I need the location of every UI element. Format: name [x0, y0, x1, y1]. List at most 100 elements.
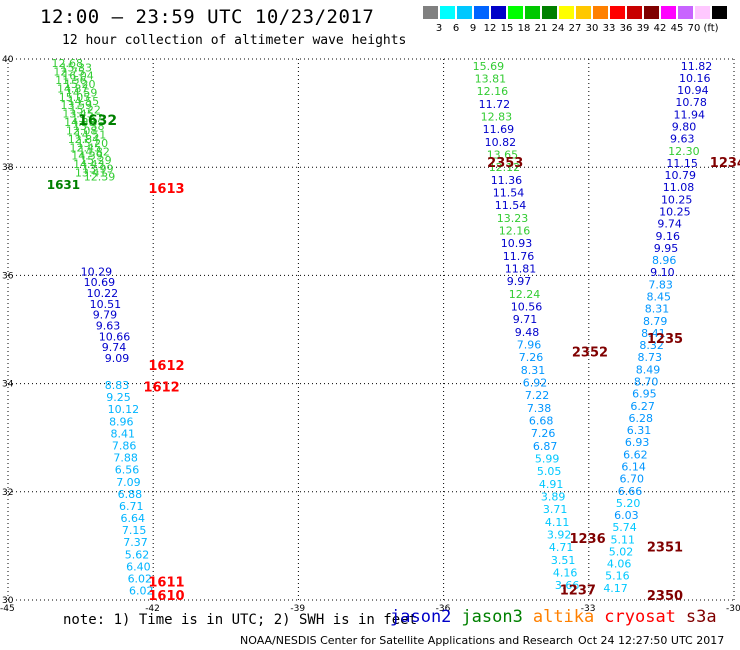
swh-value: 12.16 — [499, 224, 530, 237]
swh-value: 11.94 — [674, 108, 706, 121]
page-title: 12:00 — 23:59 UTC 10/23/2017 — [40, 6, 375, 28]
swh-value: 6.28 — [629, 412, 654, 425]
swh-value: 11.82 — [681, 60, 713, 73]
color-swatch — [422, 5, 439, 20]
swh-value: 5.16 — [605, 570, 630, 583]
swh-value: 3.89 — [541, 491, 566, 504]
swh-value: 7.88 — [113, 452, 138, 465]
color-label: 15 — [500, 23, 514, 34]
swh-value: 10.79 — [665, 169, 697, 182]
swh-value: 10.51 — [90, 298, 122, 311]
satellite-cryosat: cryosat — [604, 607, 676, 627]
swh-value: 13.65 — [487, 148, 519, 161]
swh-value: 8.96 — [109, 415, 134, 428]
color-swatch — [558, 5, 575, 20]
swh-value: 7.96 — [517, 339, 542, 352]
lat-tick-label: 40 — [2, 55, 14, 65]
lon-tick-label: -36 — [436, 604, 451, 614]
swh-value: 6.87 — [533, 440, 558, 453]
swh-value: 13.38 — [73, 120, 105, 133]
swh-value: 8.83 — [105, 379, 130, 392]
color-label: 42 — [653, 23, 667, 34]
swh-value: 7.37 — [123, 536, 147, 549]
swh-value: 10.93 — [501, 237, 533, 250]
swh-value: 5.11 — [611, 533, 636, 546]
lon-tick-label: -45 — [0, 604, 15, 614]
lon-tick-label: -30 — [726, 604, 740, 614]
color-label: 33 — [602, 23, 616, 34]
swh-value: 13.41 — [75, 167, 107, 180]
swh-value: 6.64 — [120, 512, 145, 525]
color-swatch — [626, 5, 643, 20]
swh-value: 4.91 — [539, 478, 564, 491]
swh-value: 9.63 — [96, 320, 121, 333]
swh-value: 12.39 — [84, 171, 116, 184]
swh-value: 11.15 — [666, 157, 698, 170]
pass-time-label: 2350 — [647, 589, 683, 604]
pass-time-label: 1612 — [144, 381, 180, 396]
pass-time-label: 2353 — [487, 156, 523, 171]
swh-value: 11.69 — [483, 123, 515, 136]
swh-value: 8.79 — [643, 315, 668, 328]
swh-value: 8.32 — [639, 339, 664, 352]
swh-value: 10.94 — [677, 84, 709, 97]
lat-tick-label: 30 — [2, 596, 14, 606]
swh-value: 8.49 — [636, 363, 661, 376]
lat-tick-label: 32 — [2, 488, 13, 498]
swh-value: 10.69 — [84, 276, 116, 289]
lat-tick-label: 36 — [2, 271, 14, 281]
credit-text: NOAA/NESDIS Center for Satellite Applica… — [240, 634, 574, 647]
color-swatch — [524, 5, 541, 20]
color-swatch — [456, 5, 473, 20]
swh-value: 5.02 — [609, 545, 634, 558]
swh-value: 8.96 — [652, 254, 677, 267]
pass-time-label: 1632 — [78, 113, 117, 129]
swh-value: 5.20 — [616, 497, 641, 510]
lat-tick-label: 38 — [2, 163, 14, 173]
swh-value: 11.81 — [505, 262, 537, 275]
swh-value: 14.43 — [73, 158, 105, 171]
satellite-legend: jason2 jason3 altika cryosat s3a — [390, 607, 727, 627]
swh-value: 10.16 — [679, 72, 711, 85]
swh-value: 9.25 — [106, 391, 131, 404]
swh-value: 9.16 — [656, 230, 681, 243]
swh-value: 10.78 — [675, 96, 707, 109]
swh-value: 6.02 — [128, 572, 153, 585]
swh-value: 7.83 — [648, 278, 673, 291]
swh-value: 10.25 — [661, 193, 693, 206]
swh-value: 12.30 — [668, 145, 700, 158]
swh-value: 6.02 — [129, 585, 154, 598]
color-label: 36 — [619, 23, 633, 34]
swh-value: 10.82 — [485, 136, 517, 149]
pass-time-label: 2352 — [572, 346, 608, 361]
swh-value: 7.22 — [525, 389, 550, 402]
color-label: 39 — [636, 23, 650, 34]
swh-value: 15.05 — [59, 91, 91, 104]
swh-value: 14.38 — [64, 116, 96, 129]
color-swatch — [575, 5, 592, 20]
swh-value: 4.11 — [545, 516, 570, 529]
swh-value: 6.71 — [119, 500, 144, 513]
color-swatch — [660, 5, 677, 20]
color-label: 18 — [517, 23, 531, 34]
color-label: 45 — [670, 23, 684, 34]
color-label: 3 — [435, 23, 443, 34]
swh-value: 6.66 — [618, 485, 643, 498]
swh-value: 9.95 — [654, 242, 679, 255]
pass-time-label: 1235 — [647, 332, 683, 347]
color-swatch — [439, 5, 456, 20]
swh-value: 11.56 — [55, 74, 87, 87]
swh-value: 8.45 — [647, 290, 672, 303]
lon-tick-label: -39 — [290, 604, 305, 614]
color-label: 70 — [687, 23, 701, 34]
pass-time-label: 1612 — [148, 359, 184, 374]
swh-value: 15.22 — [69, 103, 101, 116]
swh-value: 10.56 — [511, 300, 543, 313]
pass-time-label: 1611 — [148, 575, 184, 590]
swh-value: 6.03 — [614, 509, 639, 522]
swh-value: 11.08 — [663, 181, 695, 194]
swh-value: 14.51 — [75, 129, 107, 142]
swh-value: 11.72 — [479, 98, 511, 111]
swh-value: 15.33 — [60, 61, 92, 74]
swh-value: 6.31 — [627, 424, 652, 437]
